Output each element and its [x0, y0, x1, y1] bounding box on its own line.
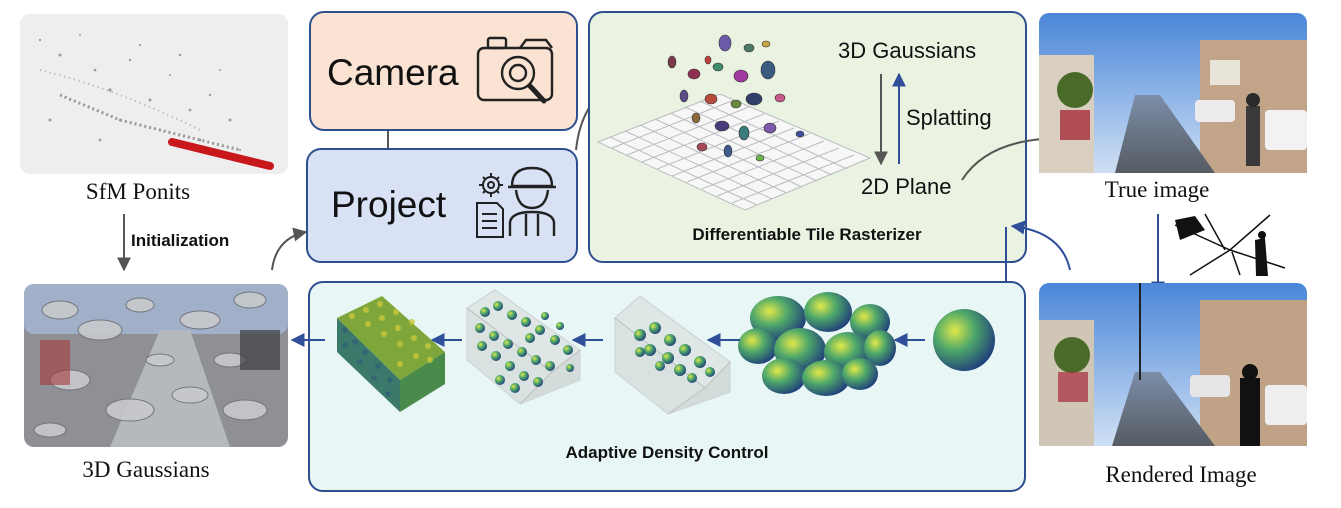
gaussians-to-project-arrow — [271, 227, 308, 271]
sparse-gaussian-box — [614, 295, 731, 415]
camera-label: Camera — [327, 52, 459, 93]
worker-icon — [508, 166, 556, 236]
sfm-points-image — [20, 14, 288, 174]
project-label: Project — [331, 184, 447, 225]
plane-label: 2D Plane — [861, 174, 952, 199]
initialization-label: Initialization — [131, 231, 229, 250]
packed-gaussian-block — [337, 296, 445, 412]
dense-gaussian-box — [466, 289, 581, 405]
edge-mask-image — [1170, 212, 1286, 278]
rendered-image-caption: Rendered Image — [1105, 462, 1256, 487]
gear-icon — [479, 173, 503, 197]
true-image-caption: True image — [1105, 177, 1210, 202]
camera-search-icon — [476, 36, 554, 104]
floating-gaussians — [667, 34, 805, 162]
grid-plane — [596, 93, 872, 211]
document-icon — [476, 202, 504, 238]
rendered-image — [1039, 283, 1307, 446]
rasterizer-title: Differentiable Tile Rasterizer — [692, 225, 922, 244]
adc-title: Adaptive Density Control — [565, 443, 768, 462]
single-gaussian-sphere — [933, 309, 995, 371]
true-image — [1039, 13, 1307, 173]
rendered-to-rasterizer-arrow — [1010, 220, 1071, 271]
gaussian-cluster — [738, 292, 896, 396]
sfm-caption: SfM Ponits — [86, 179, 190, 204]
raster-gaussians-label: 3D Gaussians — [838, 38, 976, 63]
gaussians-render-image — [24, 284, 288, 447]
gaussians-caption: 3D Gaussians — [82, 457, 209, 482]
splatting-label: Splatting — [906, 105, 992, 130]
plane-to-image-curve — [961, 138, 1043, 181]
